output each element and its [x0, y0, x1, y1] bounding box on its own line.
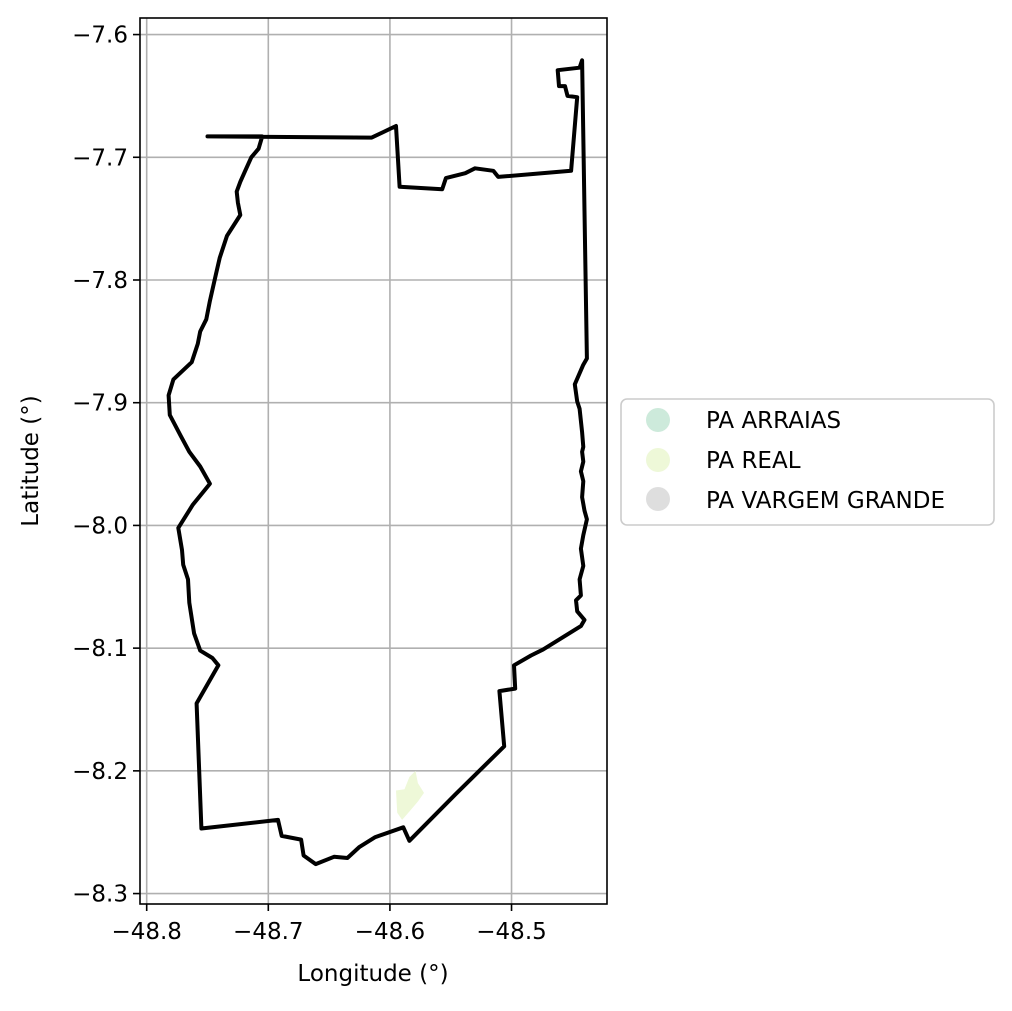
area-pa-real: [396, 770, 424, 820]
boundary-layer: [166, 58, 589, 867]
y-tick-label: −7.9: [72, 391, 128, 417]
grid-lines: [140, 18, 607, 904]
x-tick-label: −48.5: [476, 919, 546, 945]
legend-marker-pa-real: [646, 448, 670, 472]
x-tick-label: −48.8: [111, 919, 181, 945]
y-tick-label: −7.6: [72, 23, 128, 49]
legend-frame: [620, 398, 995, 526]
plot-area-background: [140, 18, 607, 904]
y-tick-label: −8.2: [72, 759, 128, 785]
x-tick-label: −48.6: [355, 919, 425, 945]
municipality-boundary: [166, 58, 589, 867]
legend-marker-pa-vargem-grande: [646, 487, 670, 511]
y-tick-label: −8.1: [72, 636, 128, 662]
y-tick-label: −8.0: [72, 513, 128, 539]
x-axis-label: Longitude (°): [297, 961, 448, 987]
legend-marker-pa-arraias: [646, 408, 670, 432]
axis-ticks: −48.8 −48.7 −48.6 −48.5 −7.6 −7.7 −7.8 −7.9 −8.0…: [72, 23, 547, 945]
y-tick-label: −7.8: [72, 268, 128, 294]
legend: PA ARRAIAS PA REAL PA VARGEM GRANDE: [620, 398, 995, 526]
legend-label-pa-arraias: PA ARRAIAS: [706, 408, 841, 434]
x-tick-label: −48.7: [233, 919, 303, 945]
plot-frame: [139, 17, 608, 905]
y-tick-label: −8.3: [72, 882, 128, 908]
legend-label-pa-real: PA REAL: [706, 448, 801, 474]
legend-label-pa-vargem-grande: PA VARGEM GRANDE: [706, 488, 945, 514]
area-polygons: [396, 770, 424, 820]
y-axis-label: Latitude (°): [18, 395, 44, 526]
y-tick-label: −7.7: [72, 145, 128, 171]
